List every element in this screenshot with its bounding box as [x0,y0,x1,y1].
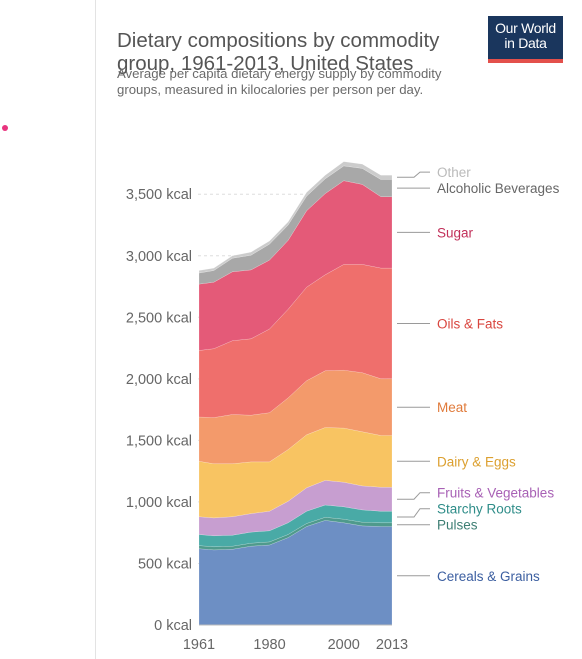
y-tick-label: 2,000 kcal [126,372,192,388]
legend-label: Oils & Fats [437,316,503,331]
legend-label: Other [437,165,471,180]
chart-subtitle: Average per capita dietary energy supply… [117,66,442,97]
y-tick-label: 3,500 kcal [126,187,192,203]
x-tick-label: 2013 [376,637,408,653]
y-tick-label: 0 kcal [154,618,192,634]
owid-logo[interactable]: Our World in Data [488,16,563,63]
area-layer [198,161,393,626]
logo-accent-bar [488,59,563,63]
y-tick-label: 1,000 kcal [126,495,192,511]
legend-label: Starchy Roots [437,502,522,517]
logo-line-1: Our World [495,20,556,36]
legend-label: Fruits & Vegetables [437,486,554,501]
x-tick-label: 2000 [328,637,360,653]
y-tick-label: 1,500 kcal [126,433,192,449]
chart-title: Dietary compositions by commodity group,… [117,28,440,75]
legend-label: Meat [437,400,467,415]
legend-connector [397,508,430,518]
y-tick-label: 3,000 kcal [126,249,192,265]
y-tick-label: 500 kcal [138,556,192,572]
x-tick-label: 1961 [183,637,215,653]
legend-connector [397,171,430,178]
legend-connector [397,492,430,500]
legend-label: Dairy & Eggs [437,454,516,469]
logo-line-2: in Data [504,35,547,51]
left-panel [0,0,96,659]
x-tick-label: 1980 [253,637,285,653]
legend-label: Sugar [437,225,474,240]
legend-label: Pulses [437,518,478,533]
y-tick-label: 2,500 kcal [126,310,192,326]
y-axis: 0 kcal 500 kcal 1,000 kcal 1,500 kcal 2,000 … [126,187,392,634]
marker-dot [2,125,8,131]
area-other [198,161,393,274]
x-axis: 1961 1980 2000 2013 [183,637,408,653]
legend-label: Alcoholic Beverages [437,181,560,196]
legend-label: Cereals & Grains [437,569,540,584]
